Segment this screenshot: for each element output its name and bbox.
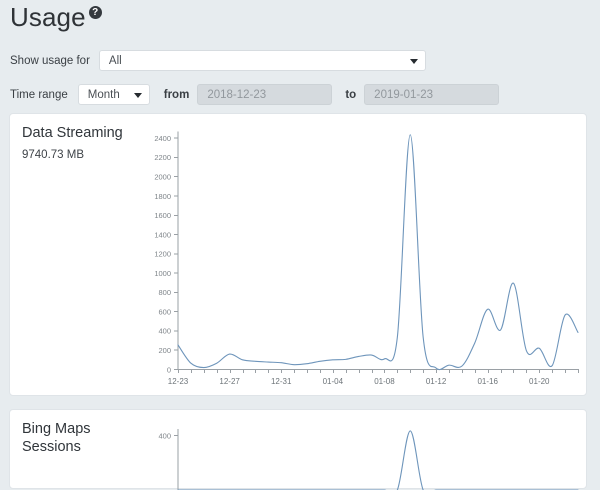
y-axis-tick-label: 600 [158, 307, 171, 316]
x-axis-tick-label: 01-12 [426, 377, 447, 386]
usage-panel-bing-maps-sessions: Bing Maps Sessions 400 [9, 409, 587, 490]
y-axis-tick-label: 1400 [154, 230, 171, 239]
y-axis-tick-label: 1600 [154, 211, 171, 220]
y-axis-tick-label: 400 [158, 327, 171, 336]
help-icon[interactable]: ? [88, 6, 102, 19]
page-header: Usage ? [10, 2, 102, 32]
from-date-field[interactable]: 2018-12-23 [197, 84, 333, 105]
line-chart-svg: 400 [158, 429, 579, 490]
y-axis-tick-label: 1200 [154, 250, 171, 259]
y-axis-tick-label: 800 [158, 288, 171, 297]
panel-head: Bing Maps Sessions [22, 420, 142, 456]
show-usage-label: Show usage for [10, 54, 90, 67]
series-line [177, 430, 579, 490]
from-label: from [163, 88, 190, 101]
page-title: Usage [10, 2, 86, 32]
x-axis-tick-label: 01-20 [529, 377, 550, 386]
chart-data-streaming[interactable]: 0 200 400 600 800 1000 1200 1400 1600 1800 2000 220… [140, 120, 584, 393]
y-axis-tick-label: 0 [167, 365, 171, 374]
x-axis-tick-label: 12-27 [219, 377, 240, 386]
y-axis-tick-label: 1000 [154, 269, 171, 278]
y-axis-tick-label: 2000 [154, 173, 171, 182]
y-axis-tick-label: 2400 [154, 134, 171, 143]
to-date-value: 2019-01-23 [374, 88, 433, 101]
y-axis-tick-label: 2200 [154, 153, 171, 162]
usage-panel-data-streaming: Data Streaming 9740.73 MB 0 200 400 600 800 1… [9, 113, 587, 396]
show-usage-select-value: All [108, 54, 122, 67]
series-line [177, 134, 579, 371]
time-range-filter-row: Time range Month from 2018-12-23 to 2019… [10, 84, 500, 105]
show-usage-filter-row: Show usage for All [10, 50, 426, 71]
time-range-label: Time range [10, 88, 68, 101]
x-axis-tick-label: 01-16 [477, 377, 498, 386]
to-label: to [345, 88, 357, 101]
x-axis-tick-label: 12-23 [168, 377, 189, 386]
x-axis-tick-label: 01-04 [323, 377, 344, 386]
y-axis-tick-label: 1800 [154, 192, 171, 201]
metric-name: Bing Maps Sessions [22, 421, 91, 455]
x-axis-tick-label: 01-08 [374, 377, 395, 386]
y-axis-tick-label: 200 [158, 346, 171, 355]
chevron-down-icon [409, 58, 418, 64]
y-axis-tick-label: 400 [158, 431, 171, 440]
time-range-select-value: Month [87, 88, 120, 101]
chevron-down-icon [133, 92, 142, 98]
x-axis-tick-label: 12-31 [271, 377, 292, 386]
line-chart-svg: 0 200 400 600 800 1000 1200 1400 1600 1800 2000 220… [154, 131, 579, 386]
time-range-select[interactable]: Month [77, 84, 150, 105]
show-usage-select[interactable]: All [98, 50, 426, 71]
metric-value: 9740.73 MB [22, 149, 85, 161]
metric-name: Data Streaming [22, 125, 123, 141]
from-date-value: 2018-12-23 [207, 88, 267, 101]
to-date-field[interactable]: 2019-01-23 [364, 84, 500, 105]
panel-head: Data Streaming 9740.73 MB [22, 124, 142, 161]
chart-bing-maps-sessions[interactable]: 400 [140, 416, 584, 490]
